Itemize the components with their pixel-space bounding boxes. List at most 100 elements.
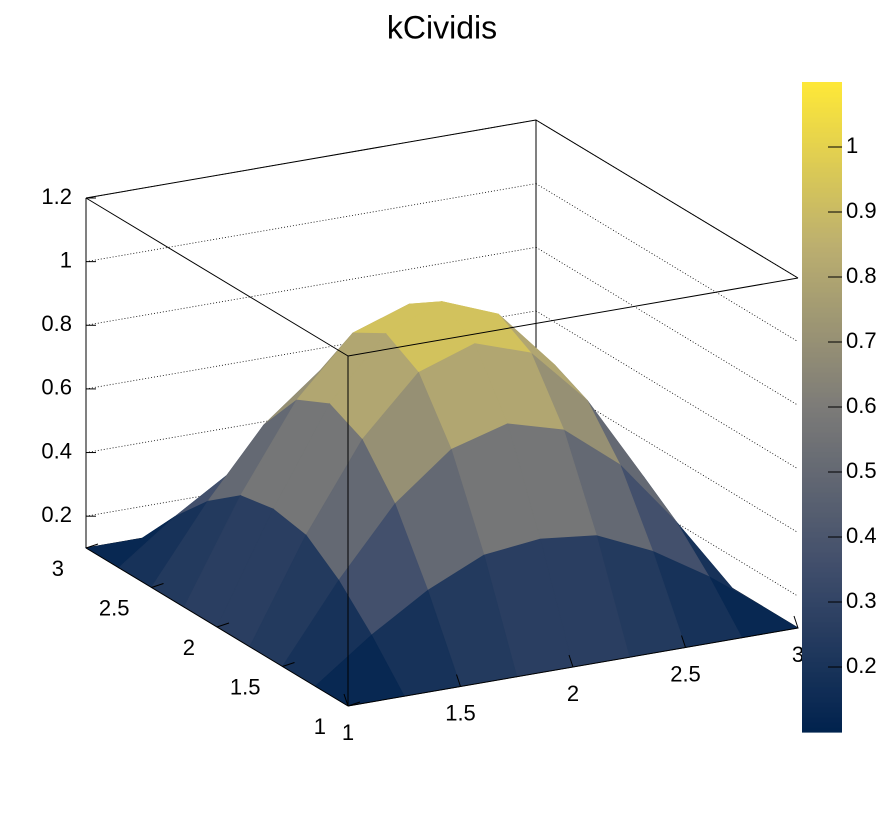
colorbar-cell bbox=[802, 672, 842, 678]
colorbar-cell bbox=[802, 372, 842, 378]
x-tick-label: 1.5 bbox=[445, 700, 476, 725]
colorbar-cell bbox=[802, 712, 842, 718]
chart-title: kCividis bbox=[387, 9, 497, 45]
colorbar-cell bbox=[802, 492, 842, 498]
colorbar-cell bbox=[802, 362, 842, 368]
y-tick bbox=[282, 662, 295, 667]
colorbar-cell bbox=[802, 472, 842, 478]
colorbar-cell bbox=[802, 82, 842, 88]
colorbar-cell bbox=[802, 327, 842, 333]
colorbar-cell bbox=[802, 647, 842, 653]
colorbar-cell bbox=[802, 377, 842, 383]
colorbar-tick-label: 0.2 bbox=[846, 653, 877, 678]
grid-line bbox=[85, 246, 537, 326]
colorbar-cell bbox=[802, 617, 842, 623]
box-edge bbox=[535, 119, 799, 279]
z-tick-label: 0.2 bbox=[41, 502, 72, 527]
colorbar-cell bbox=[802, 407, 842, 413]
colorbar-cell bbox=[802, 662, 842, 668]
colorbar-tick-label: 0.8 bbox=[846, 263, 877, 288]
colorbar-cell bbox=[802, 397, 842, 403]
z-tick-label: 1.2 bbox=[41, 184, 72, 209]
colorbar-cell bbox=[802, 147, 842, 153]
y-tick-label: 2.5 bbox=[99, 595, 130, 620]
colorbar-cell bbox=[802, 597, 842, 603]
colorbar-cell bbox=[802, 302, 842, 308]
colorbar-cell bbox=[802, 322, 842, 328]
colorbar-cell bbox=[802, 677, 842, 683]
colorbar-cell bbox=[802, 232, 842, 238]
colorbar-cell bbox=[802, 632, 842, 638]
colorbar-cell bbox=[802, 342, 842, 348]
colorbar-cell bbox=[802, 612, 842, 618]
z-tick-label: 0.8 bbox=[41, 311, 72, 336]
colorbar-cell bbox=[802, 162, 842, 168]
colorbar-tick-label: 1 bbox=[846, 133, 858, 158]
colorbar-cell bbox=[802, 437, 842, 443]
z-tick-label: 0.6 bbox=[41, 375, 72, 400]
colorbar-cell bbox=[802, 562, 842, 568]
colorbar-cell bbox=[802, 332, 842, 338]
colorbar-cell bbox=[802, 402, 842, 408]
colorbar-tick-label: 0.7 bbox=[846, 328, 877, 353]
colorbar-cell bbox=[802, 717, 842, 723]
colorbar-cell bbox=[802, 202, 842, 208]
colorbar-cell bbox=[802, 102, 842, 108]
colorbar-cell bbox=[802, 722, 842, 728]
colorbar-cell bbox=[802, 517, 842, 523]
colorbar-cell bbox=[802, 382, 842, 388]
colorbar-cell bbox=[802, 137, 842, 143]
colorbar-cell bbox=[802, 182, 842, 188]
colorbar-cell bbox=[802, 172, 842, 178]
colorbar-tick-label: 0.9 bbox=[846, 198, 877, 223]
colorbar-cell bbox=[802, 702, 842, 708]
colorbar-cell bbox=[802, 272, 842, 278]
colorbar-cell bbox=[802, 692, 842, 698]
colorbar-cell bbox=[802, 97, 842, 103]
x-tick-label: 3 bbox=[792, 642, 804, 667]
colorbar-cell bbox=[802, 682, 842, 688]
colorbar-cell bbox=[802, 192, 842, 198]
colorbar-cell bbox=[802, 467, 842, 473]
colorbar-cell bbox=[802, 442, 842, 448]
colorbar-cell bbox=[802, 577, 842, 583]
colorbar-cell bbox=[802, 547, 842, 553]
colorbar-cell bbox=[802, 622, 842, 628]
colorbar-cell bbox=[802, 542, 842, 548]
x-tick bbox=[568, 654, 574, 668]
colorbar-cell bbox=[802, 277, 842, 283]
colorbar-cell bbox=[802, 502, 842, 508]
y-tick bbox=[151, 583, 164, 588]
colorbar-cell bbox=[802, 317, 842, 323]
colorbar-cell bbox=[802, 112, 842, 118]
colorbar-cell bbox=[802, 292, 842, 298]
colorbar-cell bbox=[802, 287, 842, 293]
colorbar-cell bbox=[802, 582, 842, 588]
y-tick-label: 1.5 bbox=[230, 674, 261, 699]
x-tick-label: 2 bbox=[567, 681, 579, 706]
colorbar-cell bbox=[802, 587, 842, 593]
colorbar-cell bbox=[802, 707, 842, 713]
colorbar-cell bbox=[802, 452, 842, 458]
colorbar-cell bbox=[802, 242, 842, 248]
colorbar-cell bbox=[802, 257, 842, 263]
y-tick-label: 2 bbox=[183, 635, 195, 660]
colorbar-cell bbox=[802, 657, 842, 663]
colorbar-cell bbox=[802, 117, 842, 123]
colorbar-cell bbox=[802, 197, 842, 203]
colorbar-cell bbox=[802, 462, 842, 468]
x-tick-label: 1 bbox=[342, 720, 354, 745]
colorbar-cell bbox=[802, 167, 842, 173]
colorbar-cell bbox=[802, 512, 842, 518]
x-tick bbox=[681, 635, 686, 648]
y-tick bbox=[347, 701, 361, 707]
colorbar-cell bbox=[802, 367, 842, 373]
y-tick-label: 3 bbox=[52, 556, 64, 581]
colorbar-tick-label: 0.4 bbox=[846, 523, 877, 548]
colorbar-cell bbox=[802, 507, 842, 513]
box-edge bbox=[347, 277, 799, 357]
colorbar-cell bbox=[802, 207, 842, 213]
colorbar-cell bbox=[802, 247, 842, 253]
grid-line bbox=[85, 310, 537, 390]
